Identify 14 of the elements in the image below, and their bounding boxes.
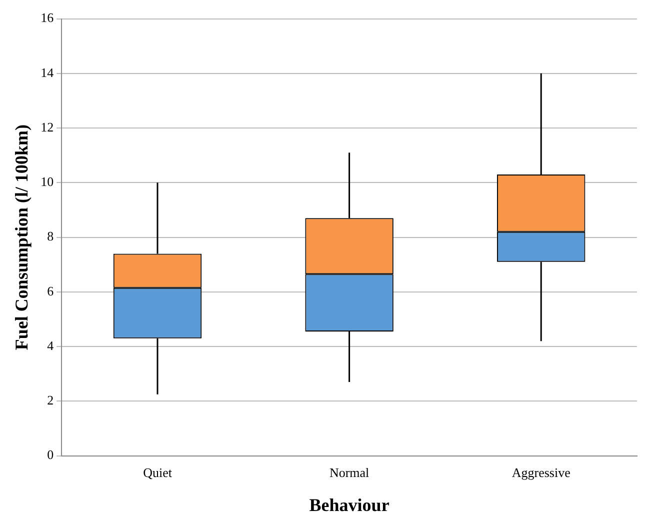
y-tick-label: 2 <box>47 392 54 408</box>
y-tick-label: 12 <box>40 119 54 134</box>
y-tick-label: 6 <box>47 283 54 298</box>
y-tick-label: 14 <box>40 64 54 80</box>
y-tick-label: 4 <box>47 338 54 353</box>
y-tick-label: 16 <box>40 10 54 26</box>
y-tick-label: 10 <box>40 174 54 190</box>
y-tick-label: 8 <box>47 228 54 244</box>
x-tick-label: Quiet <box>143 465 172 480</box>
x-axis-title: Behaviour <box>309 494 390 515</box>
x-tick-label: Normal <box>329 465 370 480</box>
y-tick-label: 0 <box>47 447 54 462</box>
x-tick-label: Aggressive <box>512 465 571 480</box>
y-axis-title: Fuel Consumption (l/ 100km) <box>11 124 32 350</box>
